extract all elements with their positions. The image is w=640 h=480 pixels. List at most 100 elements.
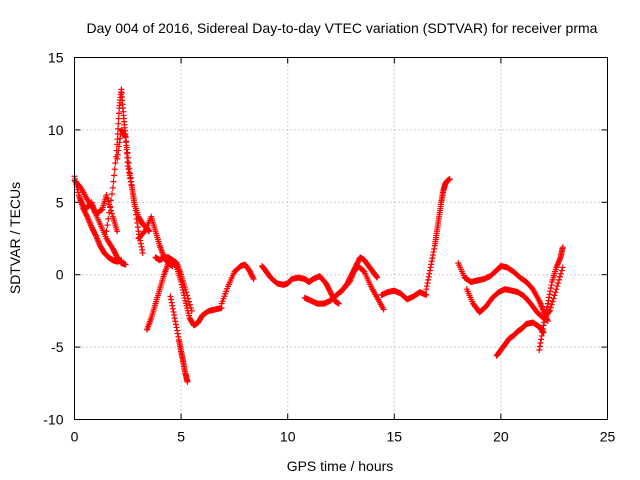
- data-point-arc-e: [132, 207, 139, 214]
- data-point-arc-d: [103, 228, 110, 235]
- data-point-arc-s: [541, 316, 548, 323]
- data-point-arc-h: [168, 296, 175, 303]
- data-point-arc-a: [83, 212, 90, 219]
- data-point-arc-m: [374, 274, 381, 281]
- data-point-arc-e: [128, 178, 135, 185]
- data-point-arc-s: [536, 346, 543, 353]
- y-tick-label: -10: [43, 412, 63, 428]
- data-point-arc-d: [115, 110, 122, 117]
- data-point-arc-h: [172, 321, 179, 328]
- data-point-arc-e: [116, 139, 123, 146]
- data-point-arc-o: [428, 258, 435, 265]
- chart-title: Day 004 of 2016, Sidereal Day-to-day VTE…: [87, 20, 598, 36]
- x-tick-label: 5: [177, 429, 185, 445]
- data-point-arc-h: [168, 299, 175, 306]
- data-point-arc-g: [184, 292, 191, 299]
- data-point-arc-d: [107, 203, 114, 210]
- data-point-arc-e: [125, 159, 132, 166]
- data-point-arc-e: [125, 154, 132, 161]
- data-point-arc-q: [550, 295, 557, 302]
- data-points: [71, 86, 566, 385]
- data-point-arc-d: [111, 166, 118, 173]
- data-point-arc-e: [130, 195, 137, 202]
- axis-ticks: 0 5 10 15 20 25 -10 -5 0 5 10 15: [43, 50, 615, 445]
- data-point-arc-q: [558, 267, 565, 274]
- data-point-arc-m: [373, 273, 380, 280]
- data-point-arc-q: [548, 301, 555, 308]
- data-point-arc-s: [547, 288, 554, 295]
- data-point-arc-q: [552, 289, 559, 296]
- data-point-arc-g: [182, 286, 189, 293]
- data-point-arc-o: [430, 248, 437, 255]
- data-point-arc-a: [92, 231, 99, 238]
- plot-frame: [74, 57, 608, 420]
- data-point-arc-e: [139, 249, 146, 256]
- data-point-arc-c: [105, 198, 112, 205]
- data-point-arc-e: [133, 211, 140, 218]
- data-point-arc-e: [135, 228, 142, 235]
- data-point-arc-s: [537, 339, 544, 346]
- data-point-arc-h: [169, 305, 176, 312]
- y-tick-label: -5: [51, 339, 64, 355]
- data-point-arc-j: [249, 274, 256, 281]
- data-point-arc-s: [542, 309, 549, 316]
- data-point-arc-o: [423, 286, 430, 293]
- data-point-arc-d: [115, 120, 122, 127]
- data-point-arc-o: [426, 267, 433, 274]
- data-point-arc-g: [186, 301, 193, 308]
- data-point-arc-l: [380, 306, 387, 313]
- data-point-arc-d: [110, 178, 117, 185]
- data-point-arc-b: [122, 261, 129, 268]
- data-point-arc-e: [138, 243, 145, 250]
- data-point-arc-e: [126, 170, 133, 177]
- data-point-arc-e: [117, 135, 124, 142]
- data-point-arc-s: [547, 285, 554, 292]
- data-point-arc-e: [131, 203, 138, 210]
- data-point-arc-h: [173, 324, 180, 331]
- data-point-arc-c: [114, 228, 121, 235]
- data-point-arc-d: [108, 191, 115, 198]
- data-point-arc-e: [133, 215, 140, 222]
- data-point-arc-o: [426, 270, 433, 277]
- data-point-arc-e: [114, 155, 121, 162]
- data-point-arc-h: [171, 312, 178, 319]
- data-point-arc-e: [115, 143, 122, 150]
- data-point-arc-j: [250, 276, 257, 283]
- y-tick-label: 15: [48, 50, 64, 66]
- data-point-arc-e: [115, 147, 122, 154]
- data-point-arc-s: [536, 343, 543, 350]
- data-point-arc-s: [543, 306, 550, 313]
- data-point-arc-e: [124, 149, 131, 156]
- data-point-arc-p: [544, 318, 551, 325]
- data-point-arc-q: [557, 270, 564, 277]
- data-point-arc-n: [423, 291, 430, 298]
- data-point-arc-c: [104, 195, 111, 202]
- data-point-arc-h: [171, 315, 178, 322]
- data-point-arc-c: [103, 192, 110, 199]
- data-point-arc-d: [104, 222, 111, 229]
- data-point-arc-g: [187, 304, 194, 311]
- data-point-arc-e: [134, 219, 141, 226]
- x-tick-label: 0: [71, 429, 79, 445]
- data-point-arc-e: [122, 134, 129, 141]
- data-point-arc-o: [429, 255, 436, 262]
- x-tick-label: 20: [493, 429, 509, 445]
- data-point-arc-i: [169, 263, 176, 270]
- data-point-arc-a: [75, 189, 82, 196]
- data-point-arc-q: [556, 276, 563, 283]
- data-point-arc-d: [115, 125, 122, 132]
- data-point-arc-s: [544, 300, 551, 307]
- data-point-arc-e: [123, 139, 130, 146]
- data-point-arc-k: [335, 300, 342, 307]
- data-point-arc-o: [431, 245, 438, 252]
- data-point-arc-o: [429, 252, 436, 259]
- data-point-arc-g: [186, 298, 193, 305]
- grid-lines: [74, 57, 608, 420]
- data-point-arc-h: [172, 318, 179, 325]
- data-point-arc-e: [129, 191, 136, 198]
- data-point-arc-e: [114, 151, 121, 158]
- data-point-arc-o: [425, 273, 432, 280]
- data-point-arc-e: [137, 240, 144, 247]
- data-point-arc-s: [546, 291, 553, 298]
- data-point-arc-s: [538, 332, 545, 339]
